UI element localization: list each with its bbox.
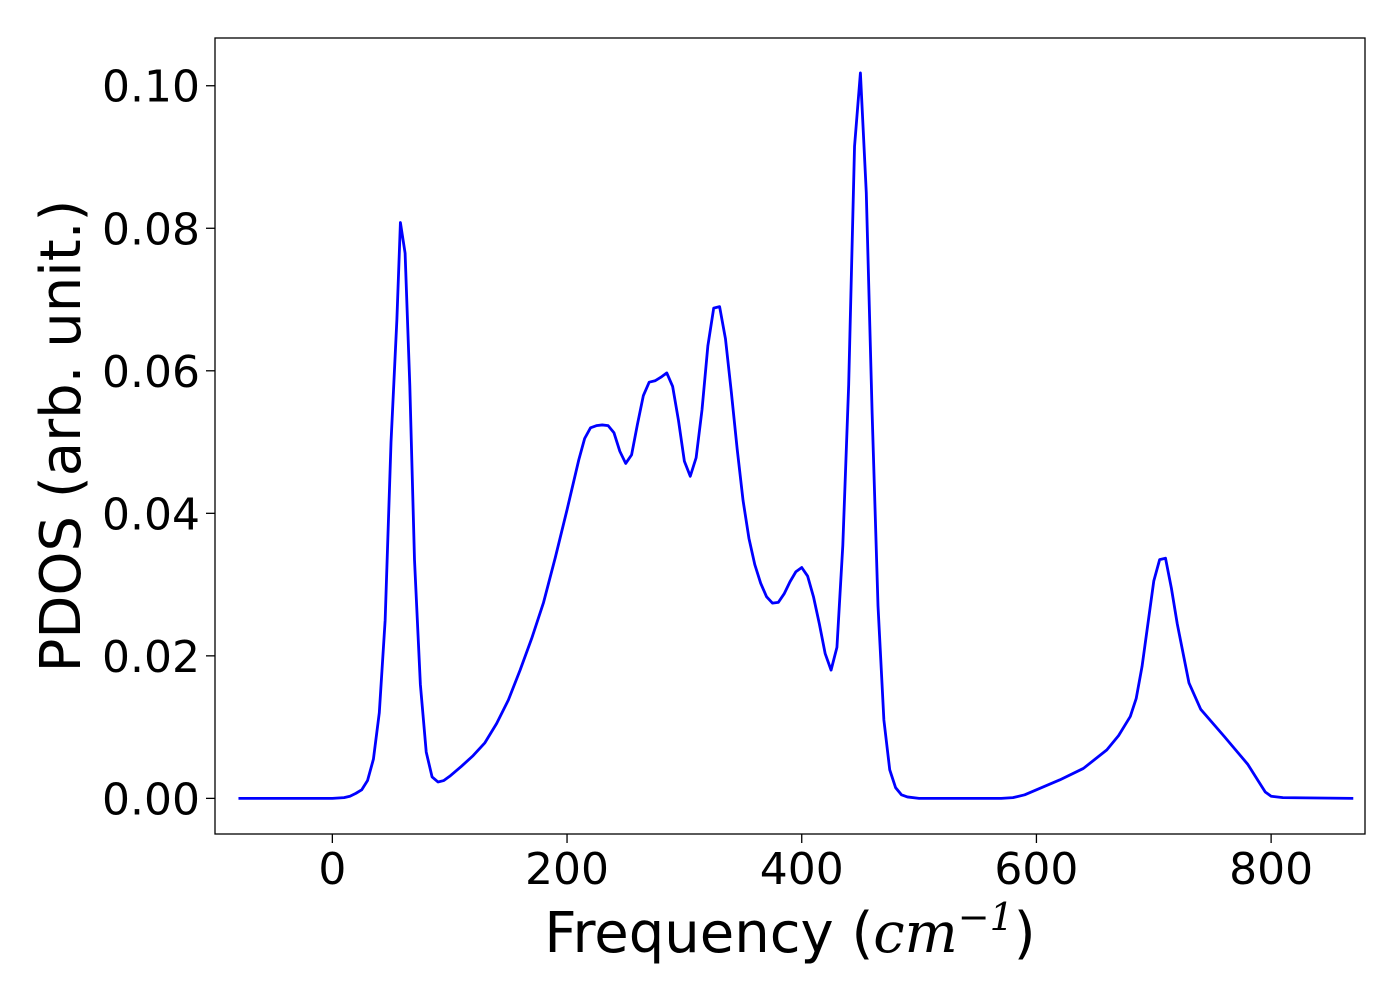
x-axis-ticks: 0 200 400 600 800 (318, 834, 1313, 895)
pdos-series-line-0 (238, 71, 1354, 800)
y-tick-label: 0.06 (102, 347, 200, 398)
y-tick-label: 0.04 (102, 489, 200, 540)
y-tick-label: 0.02 (102, 632, 200, 683)
y-tick-label: 0.08 (102, 204, 200, 255)
plot-layer (238, 71, 1354, 800)
x-tick-label: 400 (760, 844, 844, 895)
y-tick-label: 0.00 (102, 774, 200, 825)
x-tick-label: 0 (318, 844, 346, 895)
x-tick-label: 200 (525, 844, 609, 895)
x-tick-label: 800 (1229, 844, 1313, 895)
y-axis-label: PDOS (arb. unit.) (29, 200, 94, 673)
x-axis-label: Frequency (cm−1) (544, 895, 1035, 966)
y-axis-ticks: 0.00 0.02 0.04 0.06 0.08 0.10 (102, 62, 215, 825)
y-tick-label: 0.10 (102, 62, 200, 113)
x-tick-label: 600 (994, 844, 1078, 895)
plot-frame (214, 37, 1366, 835)
